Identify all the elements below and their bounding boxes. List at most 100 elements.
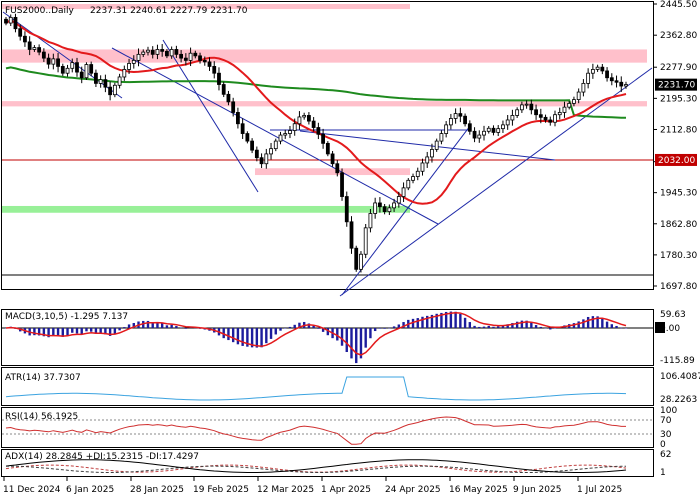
macd-histogram-bar: [146, 320, 150, 328]
macd-histogram-bar: [260, 328, 263, 348]
candle-body: [41, 51, 46, 59]
candle-body: [477, 134, 482, 139]
candle-body: [188, 52, 193, 61]
price-tick-label: 2277.90: [660, 63, 697, 73]
macd-histogram-bar: [468, 322, 472, 328]
macd-histogram-bar: [33, 328, 36, 336]
price-tick-label: 1780.30: [660, 251, 697, 261]
adx-label: ADX(14) 28.2845 +DI:15.2315 -DI:17.4297: [5, 452, 199, 462]
macd-histogram-bar: [369, 328, 372, 339]
adx-tick-label: 62: [660, 450, 671, 460]
candle-body: [89, 64, 94, 74]
candle-body: [415, 170, 420, 177]
macd-histogram-bar: [336, 328, 339, 341]
macd-histogram-bar: [388, 327, 391, 329]
candle-body: [27, 41, 32, 50]
candle-body: [557, 112, 562, 116]
date-label: 11 Dec 2024: [3, 485, 61, 495]
macd-histogram-bar: [478, 326, 481, 328]
candle-body: [207, 61, 212, 67]
candle-body: [94, 72, 98, 84]
macd-histogram-bar: [582, 319, 585, 328]
candle-body: [586, 72, 591, 84]
candle-body: [501, 124, 505, 130]
macd-histogram-bar: [80, 328, 83, 335]
date-label: 1 Apr 2025: [321, 485, 371, 495]
macd-tick-label: 59.63: [660, 310, 686, 320]
candle-body: [387, 207, 392, 213]
candle-body: [553, 114, 557, 123]
macd-histogram-bar: [179, 327, 183, 329]
candle-body: [519, 104, 524, 111]
macd-histogram-bar: [421, 316, 424, 328]
macd-histogram-bar: [231, 328, 235, 343]
candle-body: [354, 247, 359, 270]
macd-histogram-bar: [321, 328, 325, 332]
zone-support-2: [2, 205, 410, 213]
macd-tick-label: -115.89: [660, 356, 695, 366]
candle-body: [131, 59, 136, 64]
price-tick-label: 1945.30: [660, 189, 697, 199]
macd-histogram-bar: [151, 322, 154, 328]
candle-body: [169, 49, 174, 57]
panel-frames: [1, 1, 654, 477]
macd-histogram-bar: [430, 314, 434, 328]
date-label: 9 Jun 2025: [513, 485, 561, 495]
macd-histogram-bar: [71, 328, 74, 333]
atr-panel-frame: [1, 367, 654, 406]
macd-histogram-bar: [487, 325, 490, 328]
support-resistance-zones: [2, 4, 653, 276]
candle-body: [56, 58, 60, 67]
candle-body: [453, 113, 458, 119]
candle-body: [572, 99, 576, 104]
price-tick-label: 2445.50: [660, 0, 697, 10]
moving-average-green: [5, 66, 627, 119]
candle-body: [359, 253, 363, 270]
macd-histogram-bar: [47, 328, 50, 338]
candle-body: [590, 69, 595, 74]
macd-histogram-bar: [586, 316, 590, 328]
candle-body: [32, 47, 37, 50]
candle-body: [496, 128, 501, 133]
macd-histogram-bar: [440, 312, 443, 328]
candle-body: [231, 101, 236, 113]
candle-body: [420, 162, 425, 172]
candle-body: [183, 57, 188, 61]
macd-histogram-bar: [104, 328, 107, 335]
macd-histogram-bar: [605, 321, 609, 328]
candle-body: [467, 123, 472, 132]
macd-panel: [2, 311, 653, 364]
candle-body: [614, 80, 619, 83]
macd-signal-line: [5, 311, 627, 356]
candle-body: [430, 148, 434, 158]
price-tick-label: 1862.80: [660, 220, 697, 230]
candle-body: [482, 130, 486, 136]
candle-body: [103, 79, 108, 88]
price-candles: [4, 13, 628, 273]
rsi-tick-label: 70: [660, 416, 672, 426]
macd-zero-badge: [655, 322, 665, 333]
macd-histogram-bar: [373, 328, 377, 332]
macd-histogram-bar: [553, 328, 557, 329]
rsi-tick-label: 30: [660, 430, 672, 440]
price-tick-label: 1697.80: [660, 282, 697, 292]
candle-body: [65, 67, 70, 74]
macd-histogram-bar: [317, 328, 320, 329]
candle-body: [51, 58, 56, 65]
macd-histogram-bar: [411, 318, 415, 328]
macd-histogram-bar: [473, 325, 476, 328]
candle-body: [288, 130, 292, 134]
price-badges: 2231.70 2032.00: [655, 78, 697, 166]
macd-histogram-bar: [459, 313, 462, 328]
macd-histogram-bar: [61, 328, 64, 337]
macd-histogram-bar: [515, 321, 519, 328]
macd-histogram-bar: [482, 326, 486, 328]
candle-body: [240, 123, 245, 134]
candle-body: [448, 118, 453, 126]
candle-body: [259, 157, 264, 165]
candle-body: [458, 113, 463, 117]
macd-histogram-bar: [544, 328, 547, 329]
macd-histogram-bar: [520, 320, 524, 328]
candle-body: [112, 84, 117, 96]
